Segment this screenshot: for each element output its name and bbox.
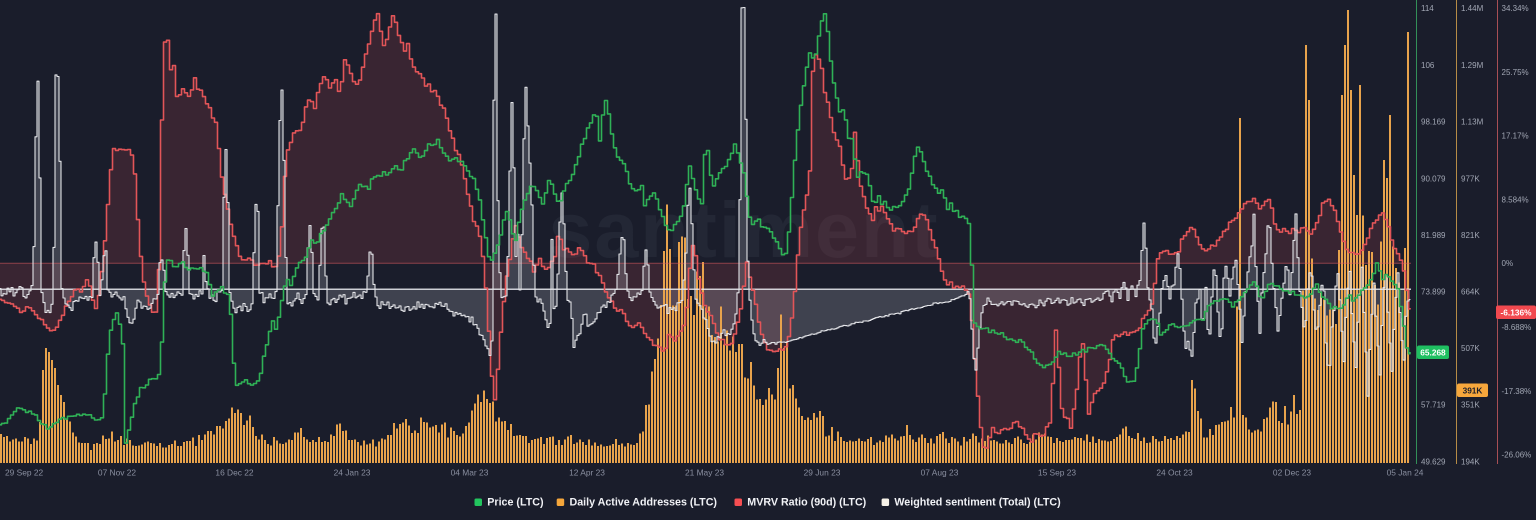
svg-text:-6.136%: -6.136% [1501,308,1533,318]
svg-text:25.75%: 25.75% [1502,68,1529,77]
svg-text:65.268: 65.268 [1420,348,1446,358]
svg-text:106: 106 [1421,61,1435,70]
svg-text:977K: 977K [1461,174,1480,183]
svg-text:15 Sep 23: 15 Sep 23 [1038,468,1077,478]
svg-text:1.29M: 1.29M [1461,61,1484,70]
svg-text:8.584%: 8.584% [1502,195,1529,204]
svg-text:29 Jun 23: 29 Jun 23 [804,468,841,478]
svg-text:Weighted sentiment (Total) (LT: Weighted sentiment (Total) (LTC) [894,497,1061,509]
svg-text:507K: 507K [1461,344,1480,353]
svg-text:351K: 351K [1461,401,1480,410]
svg-text:-17.38%: -17.38% [1502,387,1532,396]
svg-text:90.079: 90.079 [1421,174,1446,183]
svg-text:1.13M: 1.13M [1461,118,1484,127]
svg-text:24 Oct 23: 24 Oct 23 [1156,468,1193,478]
svg-text:194K: 194K [1461,457,1480,466]
svg-text:391K: 391K [1463,386,1483,396]
svg-text:81.989: 81.989 [1421,231,1446,240]
svg-text:16 Dec 22: 16 Dec 22 [215,468,254,478]
svg-text:Daily Active Addresses (LTC): Daily Active Addresses (LTC) [570,497,718,509]
svg-text:34.34%: 34.34% [1502,4,1529,13]
svg-text:07 Nov 22: 07 Nov 22 [98,468,137,478]
svg-text:Price (LTC): Price (LTC) [487,497,544,509]
svg-text:98.169: 98.169 [1421,118,1446,127]
svg-text:-8.688%: -8.688% [1502,323,1532,332]
svg-text:24 Jan 23: 24 Jan 23 [334,468,371,478]
svg-text:07 Aug 23: 07 Aug 23 [921,468,959,478]
svg-text:04 Mar 23: 04 Mar 23 [451,468,489,478]
svg-text:-26.06%: -26.06% [1502,451,1532,460]
svg-text:02 Dec 23: 02 Dec 23 [1273,468,1312,478]
svg-text:17.17%: 17.17% [1502,132,1529,141]
svg-text:29 Sep 22: 29 Sep 22 [5,468,44,478]
svg-text:0%: 0% [1502,259,1514,268]
svg-text:21 May 23: 21 May 23 [685,468,724,478]
svg-text:MVRV Ratio (90d) (LTC): MVRV Ratio (90d) (LTC) [747,497,866,509]
svg-text:santiment: santiment [548,185,939,274]
svg-text:73.899: 73.899 [1421,287,1446,296]
svg-text:664K: 664K [1461,287,1480,296]
svg-text:114: 114 [1421,4,1434,13]
svg-text:49.629: 49.629 [1421,457,1446,466]
svg-text:1.44M: 1.44M [1461,4,1484,13]
svg-text:57.719: 57.719 [1421,401,1446,410]
svg-text:821K: 821K [1461,231,1480,240]
svg-text:12 Apr 23: 12 Apr 23 [569,468,605,478]
svg-text:05 Jan 24: 05 Jan 24 [1387,468,1424,478]
